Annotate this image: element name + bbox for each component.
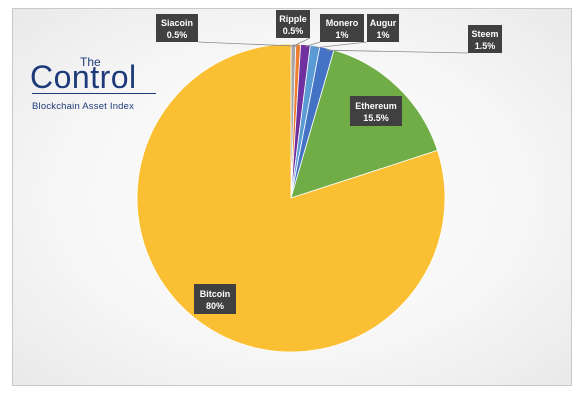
data-label-name: Bitcoin [200,289,231,299]
data-label-name: Monero [326,18,359,28]
data-label-box [350,96,402,126]
leader-line-siacoin [197,41,299,47]
leader-line-steem [326,49,469,54]
data-label-box [194,284,236,314]
data-label-value: 0.5% [283,26,304,36]
data-label-steem: Steem 1.5% [468,25,502,53]
data-label-value: 80% [206,301,224,311]
data-label-siacoin: Siacoin 0.5% [156,14,198,42]
leader-line-ripple [293,37,311,47]
leader-line-monero [305,41,321,48]
data-label-ripple: Ripple 0.5% [276,10,310,38]
data-label-value: 1% [335,30,348,40]
data-label-ethereum: Ethereum 15.5% [350,96,402,126]
data-label-augur: Augur 1% [367,14,399,42]
data-label-box [320,14,364,42]
data-label-bitcoin: Bitcoin 80% [194,284,236,314]
data-label-box [367,14,399,42]
logo-subtitle: Blockchain Asset Index [32,101,135,112]
data-label-value: 0.5% [167,30,188,40]
data-label-name: Steem [471,29,498,39]
data-label-name: Augur [370,18,397,28]
data-label-name: Ripple [279,14,307,24]
data-label-name: Ethereum [355,101,397,111]
logo-the: The [80,55,101,69]
control-logo: Control The Blockchain Asset Index [30,55,160,125]
data-label-box [276,10,310,38]
data-label-box [468,25,502,53]
data-label-value: 1% [376,30,389,40]
data-label-value: 15.5% [363,113,389,123]
data-label-monero: Monero 1% [320,14,364,42]
leader-line-augur [314,41,368,49]
logo-divider [32,93,156,94]
data-label-name: Siacoin [161,18,193,28]
pie-slice-bitcoin [136,43,446,353]
data-label-value: 1.5% [475,41,496,51]
data-label-box [156,14,198,42]
logo-word: Control [30,59,137,95]
